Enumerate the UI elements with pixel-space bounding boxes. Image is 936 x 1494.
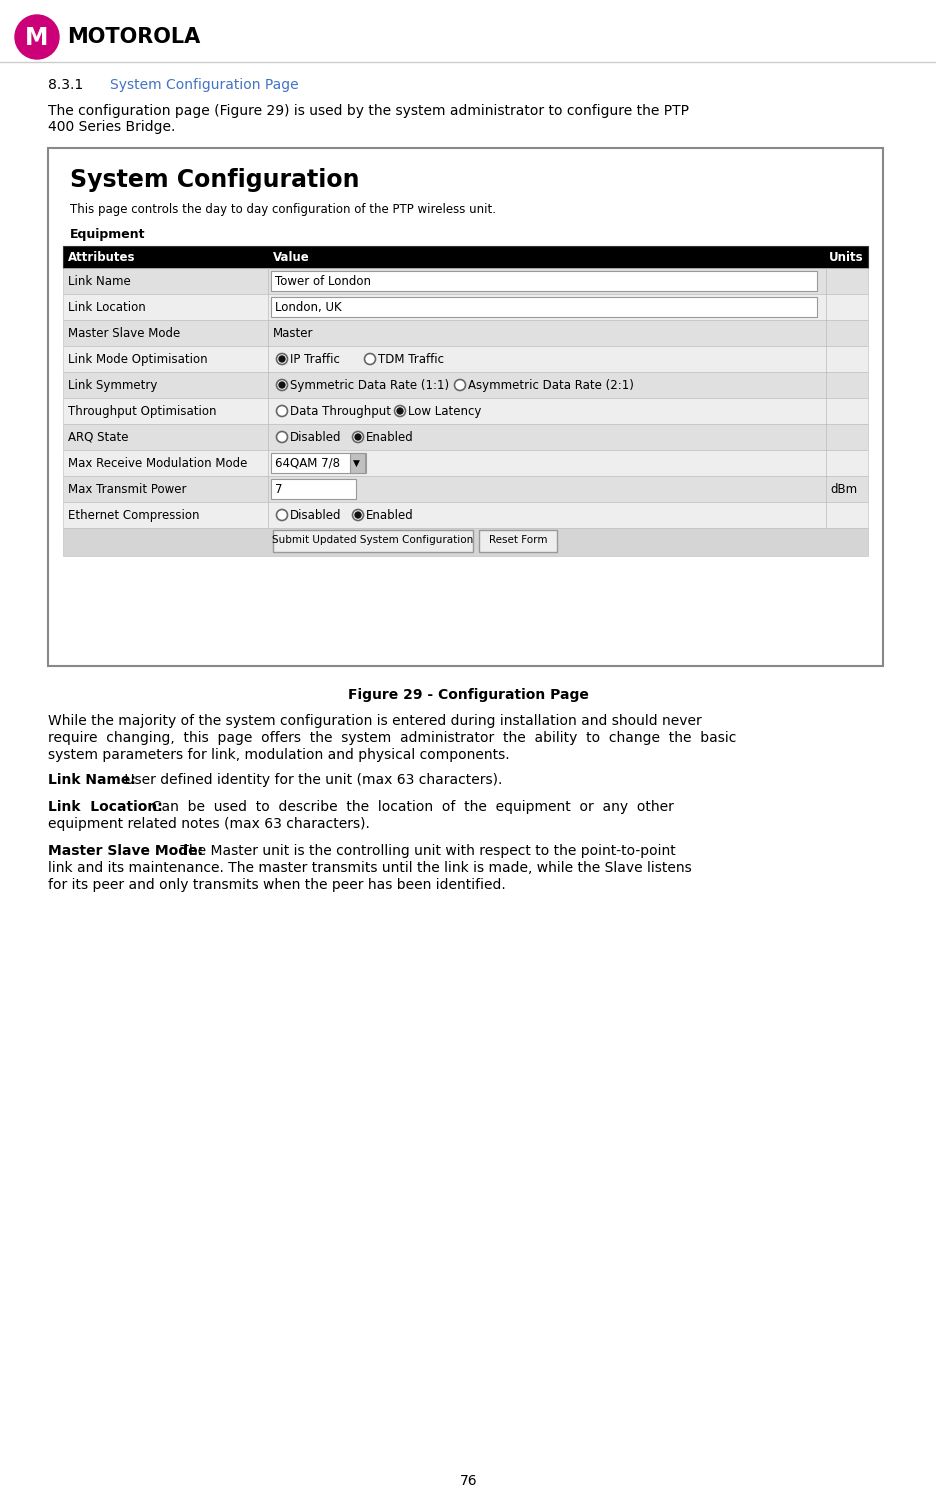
Text: 8.3.1: 8.3.1 xyxy=(48,78,83,93)
Bar xyxy=(63,372,867,397)
Text: ▼: ▼ xyxy=(353,459,359,468)
Circle shape xyxy=(276,432,287,442)
Text: Attributes: Attributes xyxy=(68,251,136,264)
Bar xyxy=(63,267,867,294)
Text: Units: Units xyxy=(828,251,863,264)
Text: Data Throughput: Data Throughput xyxy=(289,405,390,418)
Text: Value: Value xyxy=(272,251,310,264)
Text: Disabled: Disabled xyxy=(289,509,341,521)
Bar xyxy=(271,453,366,474)
Bar xyxy=(478,530,556,551)
Text: Max Receive Modulation Mode: Max Receive Modulation Mode xyxy=(68,457,247,471)
Bar xyxy=(63,347,867,372)
Bar xyxy=(271,480,356,499)
Text: Link Name:: Link Name: xyxy=(48,772,136,787)
Bar xyxy=(63,247,867,267)
Text: require  changing,  this  page  offers  the  system  administrator  the  ability: require changing, this page offers the s… xyxy=(48,731,736,746)
Circle shape xyxy=(394,405,405,417)
Text: Tower of London: Tower of London xyxy=(274,275,371,288)
Circle shape xyxy=(454,379,465,390)
Text: Max Transmit Power: Max Transmit Power xyxy=(68,483,186,496)
Circle shape xyxy=(279,356,285,362)
Bar xyxy=(63,502,867,527)
Text: Enabled: Enabled xyxy=(366,509,414,521)
Text: MOTOROLA: MOTOROLA xyxy=(67,27,200,46)
Circle shape xyxy=(352,509,363,520)
Text: While the majority of the system configuration is entered during installation an: While the majority of the system configu… xyxy=(48,714,701,728)
Text: Can  be  used  to  describe  the  location  of  the  equipment  or  any  other: Can be used to describe the location of … xyxy=(143,799,673,814)
Bar xyxy=(63,320,867,347)
Text: Link Location: Link Location xyxy=(68,300,146,314)
Text: Link Name: Link Name xyxy=(68,275,131,288)
Text: Ethernet Compression: Ethernet Compression xyxy=(68,509,199,521)
Bar xyxy=(271,270,816,291)
Text: Symmetric Data Rate (1:1): Symmetric Data Rate (1:1) xyxy=(289,379,448,391)
Text: London, UK: London, UK xyxy=(274,300,342,314)
Text: Asymmetric Data Rate (2:1): Asymmetric Data Rate (2:1) xyxy=(467,379,633,391)
Text: Low Latency: Low Latency xyxy=(407,405,481,418)
Circle shape xyxy=(276,379,287,390)
Circle shape xyxy=(397,408,402,414)
Circle shape xyxy=(355,512,360,518)
Text: IP Traffic: IP Traffic xyxy=(289,353,340,366)
Text: System Configuration Page: System Configuration Page xyxy=(110,78,299,93)
Text: The configuration page (Figure 29) is used by the system administrator to config: The configuration page (Figure 29) is us… xyxy=(48,105,688,118)
Text: Master Slave Mode:: Master Slave Mode: xyxy=(48,844,203,858)
Text: ARQ State: ARQ State xyxy=(68,430,128,444)
Circle shape xyxy=(364,354,375,365)
Text: equipment related notes (max 63 characters).: equipment related notes (max 63 characte… xyxy=(48,817,370,831)
Bar xyxy=(63,424,867,450)
Text: Enabled: Enabled xyxy=(366,430,414,444)
Bar xyxy=(48,148,882,666)
Text: link and its maintenance. The master transmits until the link is made, while the: link and its maintenance. The master tra… xyxy=(48,861,691,875)
Text: Figure 29 - Configuration Page: Figure 29 - Configuration Page xyxy=(347,689,589,702)
Text: Submit Updated System Configuration: Submit Updated System Configuration xyxy=(272,535,473,545)
Text: Link Symmetry: Link Symmetry xyxy=(68,379,157,391)
Bar xyxy=(63,477,867,502)
Text: dBm: dBm xyxy=(829,483,856,496)
Text: The Master unit is the controlling unit with respect to the point-to-point: The Master unit is the controlling unit … xyxy=(176,844,675,858)
Bar xyxy=(272,530,473,551)
Bar xyxy=(63,527,867,556)
Circle shape xyxy=(276,509,287,520)
Text: This page controls the day to day configuration of the PTP wireless unit.: This page controls the day to day config… xyxy=(70,203,495,217)
Text: System Configuration: System Configuration xyxy=(70,167,359,193)
Text: 7: 7 xyxy=(274,483,282,496)
Circle shape xyxy=(279,382,285,388)
Circle shape xyxy=(355,433,360,441)
Text: Link Mode Optimisation: Link Mode Optimisation xyxy=(68,353,208,366)
Bar xyxy=(63,450,867,477)
Text: 64QAM 7/8: 64QAM 7/8 xyxy=(274,457,340,471)
Bar xyxy=(63,294,867,320)
Text: Disabled: Disabled xyxy=(289,430,341,444)
Text: Equipment: Equipment xyxy=(70,229,145,241)
Text: Master Slave Mode: Master Slave Mode xyxy=(68,327,180,341)
Circle shape xyxy=(352,432,363,442)
Text: User defined identity for the unit (max 63 characters).: User defined identity for the unit (max … xyxy=(120,772,502,787)
Text: Link  Location:: Link Location: xyxy=(48,799,163,814)
Text: for its peer and only transmits when the peer has been identified.: for its peer and only transmits when the… xyxy=(48,878,505,892)
Text: 76: 76 xyxy=(460,1475,476,1488)
Text: TDM Traffic: TDM Traffic xyxy=(377,353,444,366)
Text: Master: Master xyxy=(272,327,314,341)
Bar xyxy=(271,297,816,317)
Bar xyxy=(63,397,867,424)
Text: system parameters for link, modulation and physical components.: system parameters for link, modulation a… xyxy=(48,748,509,762)
Text: Throughput Optimisation: Throughput Optimisation xyxy=(68,405,216,418)
Circle shape xyxy=(15,15,59,58)
Bar xyxy=(350,453,365,474)
Text: Reset Form: Reset Form xyxy=(489,535,547,545)
Circle shape xyxy=(276,405,287,417)
Circle shape xyxy=(276,354,287,365)
Text: 400 Series Bridge.: 400 Series Bridge. xyxy=(48,120,175,134)
Text: M: M xyxy=(25,25,49,49)
